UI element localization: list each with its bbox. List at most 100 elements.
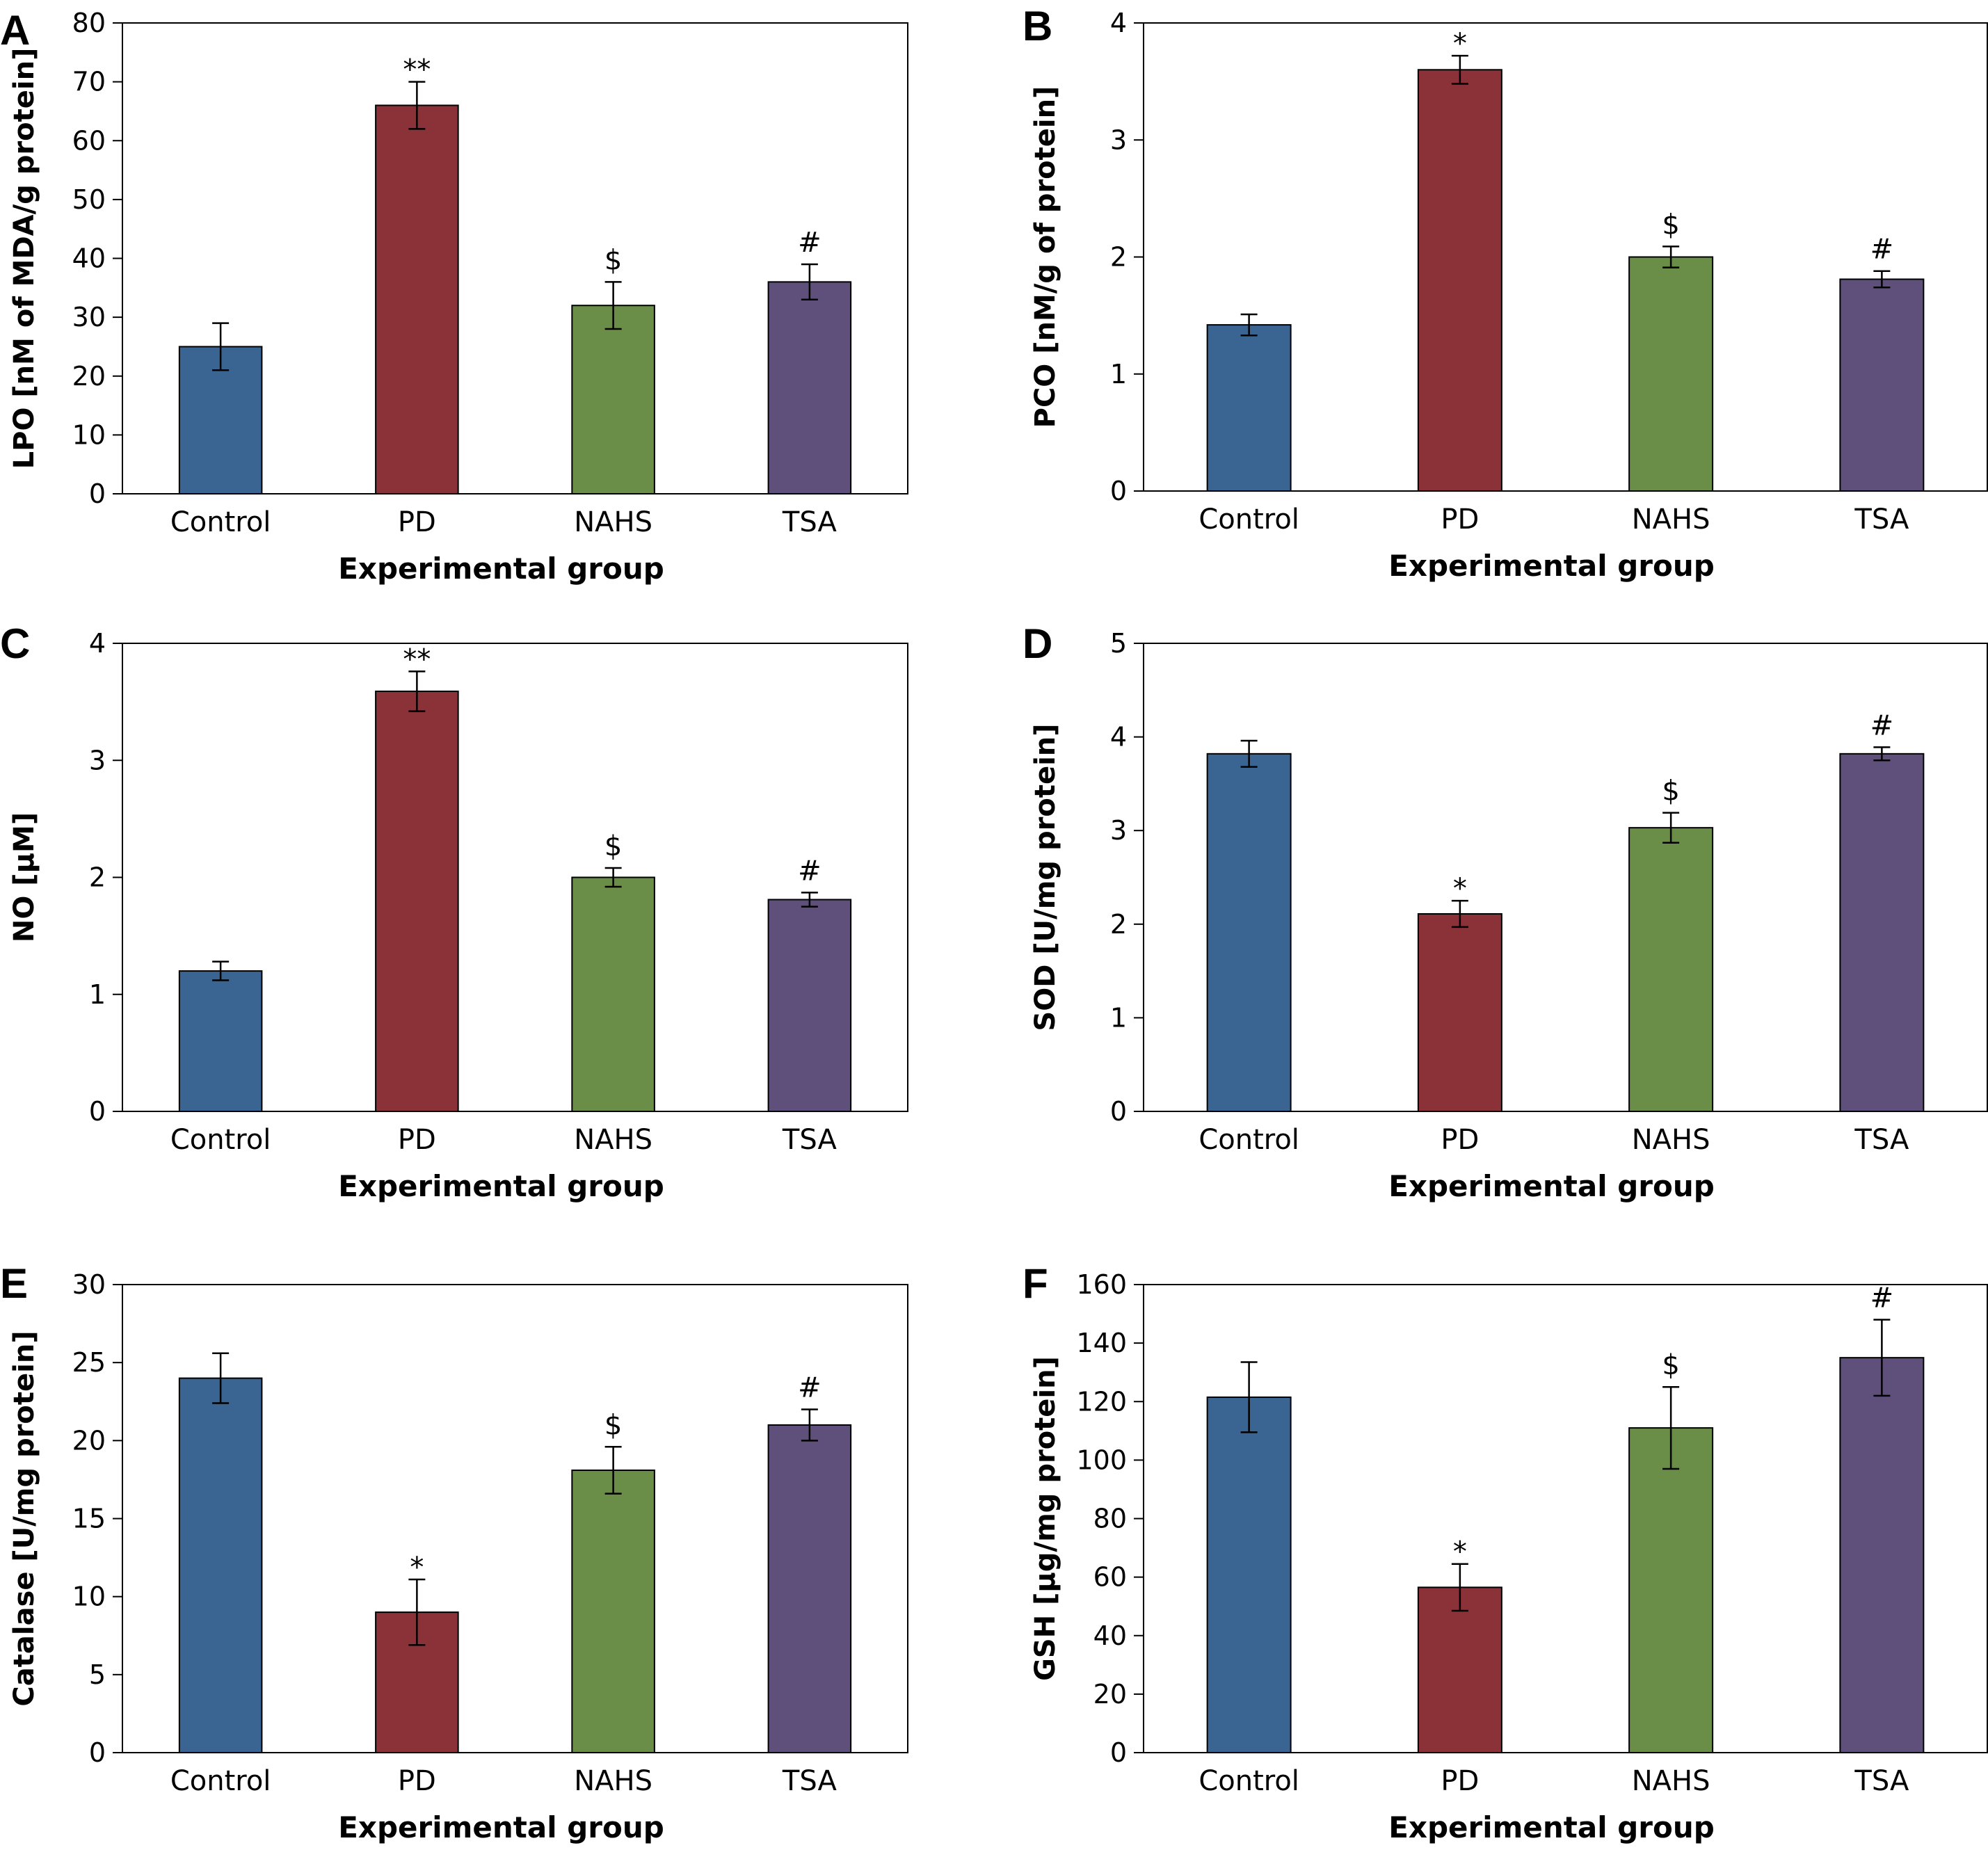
x-category-label: NAHS — [574, 506, 652, 538]
y-tick-label: 5 — [1110, 628, 1127, 659]
significance-marker: # — [798, 227, 821, 259]
x-axis-title: Experimental group — [1388, 1810, 1715, 1844]
y-axis-title: NO [µM] — [8, 812, 40, 942]
significance-marker: * — [1453, 1536, 1467, 1568]
panel-label: D — [1023, 620, 1052, 667]
panel-label: B — [1023, 3, 1052, 49]
y-tick-label: 10 — [72, 419, 106, 450]
y-axis-title: GSH [µg/mg protein] — [1029, 1356, 1061, 1681]
y-tick-label: 70 — [72, 67, 106, 97]
significance-marker: $ — [1662, 209, 1679, 241]
significance-marker: # — [1870, 1282, 1894, 1314]
y-tick-label: 50 — [72, 184, 106, 215]
y-tick-label: 80 — [1093, 1504, 1127, 1534]
y-tick-label: 0 — [89, 1096, 106, 1127]
bar-tsa — [767, 899, 852, 1113]
significance-marker: # — [1870, 234, 1894, 266]
y-tick-label: 20 — [72, 361, 106, 392]
bar-tsa — [767, 281, 852, 494]
significance-marker: $ — [1662, 775, 1679, 807]
bar-nahs — [571, 1469, 655, 1754]
chart-panel-d: D 0 1 2 3 4 5 Control * PD $ NAHS # TSA Experimental g… — [1023, 620, 1988, 1203]
x-category-label: PD — [1441, 504, 1479, 536]
significance-marker: * — [410, 1552, 424, 1584]
x-category-label: PD — [1441, 1124, 1479, 1156]
y-tick-label: 5 — [89, 1659, 106, 1690]
y-tick-label: 1 — [1110, 359, 1127, 389]
bar-nahs — [571, 876, 655, 1112]
x-category-label: TSA — [782, 1765, 837, 1797]
y-tick-label: 0 — [1110, 1737, 1127, 1768]
x-category-label: NAHS — [574, 1765, 652, 1797]
bar-pd — [1417, 1586, 1502, 1754]
bar-control — [1206, 324, 1292, 492]
y-axis-title: PCO [nM/g of protein] — [1029, 86, 1061, 428]
bar-control — [178, 970, 263, 1112]
x-axis-title: Experimental group — [1388, 1169, 1715, 1203]
bar-tsa — [1839, 1357, 1925, 1753]
bar-nahs — [571, 305, 655, 494]
significance-marker: # — [798, 855, 821, 887]
y-tick-label: 3 — [89, 745, 106, 775]
significance-marker: $ — [1662, 1349, 1679, 1381]
chart-panel-f: F 0 20 40 60 80 100 120 140 160 Control * PD $ NAHS # TS… — [1023, 1260, 1988, 1844]
x-category-label: NAHS — [1632, 1124, 1710, 1156]
bar-nahs — [1628, 1427, 1714, 1753]
y-tick-label: 4 — [1110, 8, 1127, 38]
x-category-label: PD — [398, 1765, 436, 1797]
y-tick-label: 2 — [89, 862, 106, 893]
x-category-label: NAHS — [574, 1124, 652, 1156]
y-tick-label: 0 — [89, 1737, 106, 1768]
x-category-label: TSA — [782, 506, 837, 538]
chart-panel-b: B 0 1 2 3 4 Control * PD $ NAHS # TSA Experimental gr… — [1023, 3, 1988, 583]
bar-control — [178, 346, 263, 494]
y-tick-label: 0 — [1110, 476, 1127, 506]
plot-frame — [1143, 643, 1988, 1112]
y-axis-title: Catalase [U/mg protein] — [8, 1330, 40, 1706]
significance-marker: ** — [403, 54, 431, 86]
chart-panel-a: A 0 10 20 30 40 50 60 70 80 Control ** PD $ NAHS # TSA Ex… — [0, 7, 908, 586]
y-tick-label: 40 — [72, 243, 106, 274]
significance-marker: ** — [403, 643, 431, 675]
x-category-label: NAHS — [1632, 504, 1710, 536]
y-tick-label: 40 — [1093, 1620, 1127, 1651]
x-category-label: TSA — [1854, 1765, 1909, 1797]
y-tick-label: 80 — [72, 8, 106, 38]
bar-nahs — [1628, 256, 1714, 492]
significance-marker: $ — [604, 1409, 622, 1441]
panel-label: E — [0, 1260, 28, 1307]
y-tick-label: 20 — [72, 1425, 106, 1456]
x-category-label: PD — [398, 506, 436, 538]
y-tick-label: 3 — [1110, 124, 1127, 155]
bar-pd — [375, 690, 459, 1112]
significance-marker: # — [1870, 709, 1894, 741]
significance-marker: # — [798, 1372, 821, 1403]
y-tick-label: 4 — [1110, 722, 1127, 753]
y-tick-label: 30 — [72, 1269, 106, 1300]
x-category-label: Control — [1199, 1765, 1299, 1797]
significance-marker: $ — [604, 244, 622, 276]
x-category-label: TSA — [782, 1124, 837, 1156]
chart-panel-e: E 0 5 10 15 20 25 30 Control * PD $ NAHS # TSA Experime… — [0, 1260, 908, 1844]
y-tick-label: 20 — [1093, 1679, 1127, 1710]
bar-tsa — [767, 1424, 852, 1753]
panel-label: C — [0, 620, 30, 667]
x-category-label: PD — [1441, 1765, 1479, 1797]
bar-pd — [375, 104, 459, 495]
y-tick-label: 1 — [89, 979, 106, 1010]
y-tick-label: 60 — [1093, 1562, 1127, 1593]
y-tick-label: 60 — [72, 125, 106, 156]
x-category-label: Control — [1199, 1124, 1299, 1156]
x-category-label: Control — [170, 1124, 271, 1156]
x-axis-title: Experimental group — [338, 1169, 664, 1203]
bar-tsa — [1839, 278, 1925, 492]
significance-marker: * — [1453, 28, 1467, 60]
y-tick-label: 25 — [72, 1347, 106, 1378]
x-category-label: NAHS — [1632, 1765, 1710, 1797]
x-category-label: Control — [170, 506, 271, 538]
x-category-label: TSA — [1854, 1124, 1909, 1156]
significance-marker: $ — [604, 830, 622, 862]
bar-control — [178, 1377, 263, 1753]
y-tick-label: 30 — [72, 302, 106, 332]
